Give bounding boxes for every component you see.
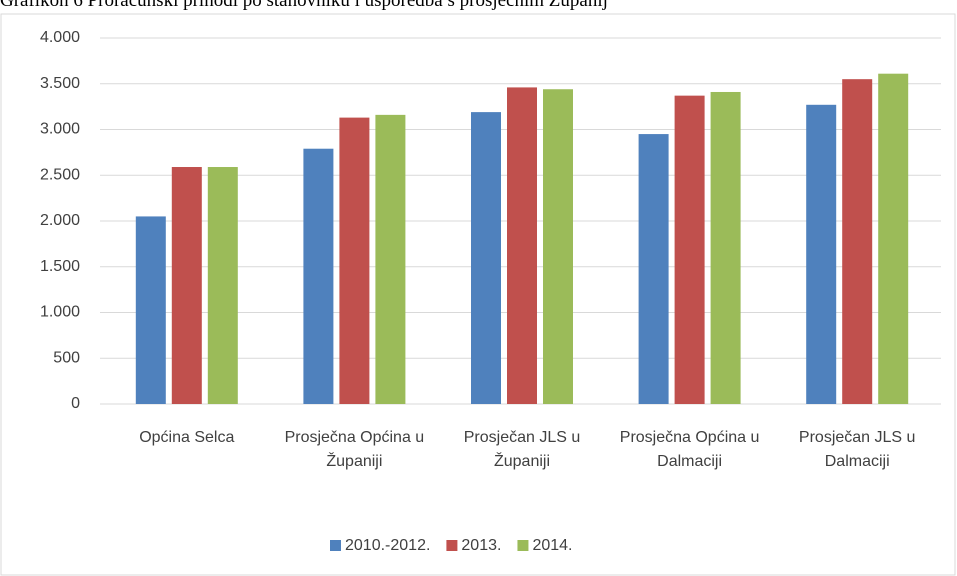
bar: [806, 104, 837, 405]
bar: [171, 167, 202, 404]
x-tick-label: Prosječna Općina u Županiji: [284, 429, 425, 470]
y-tick-label: 4.000: [40, 29, 80, 46]
bar: [842, 79, 873, 405]
y-tick-label: 3.000: [40, 121, 80, 138]
bar: [135, 216, 166, 404]
bar: [674, 95, 705, 405]
legend-swatch: [330, 540, 341, 551]
legend-label: 2013.: [461, 537, 501, 554]
x-tick-label: Prosječan JLS u Dalmaciji: [798, 429, 916, 470]
x-tick-label: Prosječna Općina u Dalmaciji: [619, 429, 760, 470]
chart-title: Grafikon 6 Proračunski prihodi po stanov…: [0, 0, 608, 11]
y-tick-label: 0: [71, 395, 80, 412]
x-tick-label: Općina Selca: [139, 429, 235, 446]
y-tick-label: 3.500: [40, 75, 80, 92]
bar: [878, 73, 909, 404]
chart-border: [0, 13, 956, 576]
y-tick-label: 500: [53, 349, 80, 366]
legend-label: 2010.-2012.: [345, 537, 430, 554]
bar: [303, 148, 334, 404]
bar: [207, 167, 238, 404]
legend-swatch: [446, 540, 458, 551]
bar: [710, 91, 741, 405]
bar: [507, 87, 537, 404]
y-tick-label: 2.000: [40, 212, 80, 229]
legend-label: 2014.: [532, 537, 572, 554]
bar: [471, 112, 501, 405]
bar: [543, 89, 573, 405]
bar: [339, 117, 370, 404]
y-tick-label: 1.500: [40, 258, 80, 275]
bar: [375, 114, 406, 405]
legend-swatch: [517, 540, 529, 551]
y-tick-label: 1.000: [40, 304, 80, 321]
y-tick-label: 2.500: [40, 166, 80, 183]
bar: [638, 134, 669, 404]
x-tick-label: Prosječan JLS u Županiji: [463, 429, 581, 470]
